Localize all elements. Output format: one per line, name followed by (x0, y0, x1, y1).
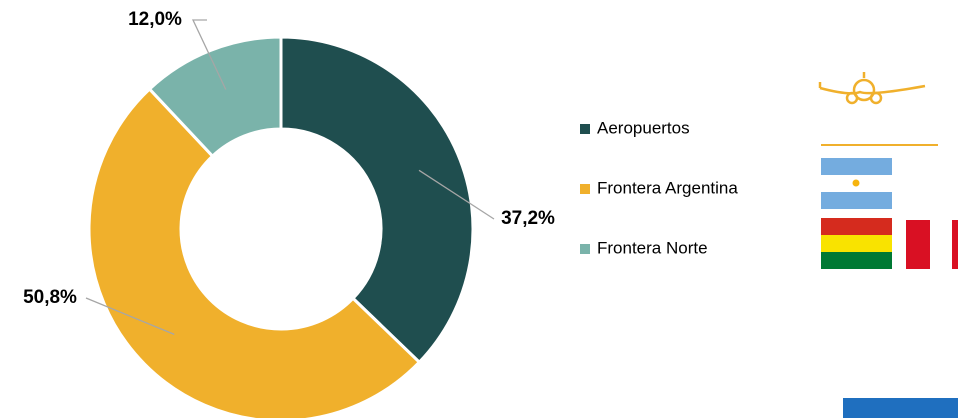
icons (818, 72, 958, 418)
legend-label: Frontera Norte (597, 238, 708, 257)
legend-swatch (580, 184, 590, 194)
plane-icon (818, 72, 926, 105)
data-label: 37,2% (501, 208, 555, 229)
data-label: 50,8% (23, 287, 77, 308)
flag-bolivia (821, 218, 892, 269)
flag-peru (906, 220, 958, 269)
leader-line (85, 297, 175, 335)
donut-slice (147, 35, 283, 159)
legend-label: Aeropuertos (597, 118, 690, 137)
donut-slice (87, 86, 422, 418)
legend-label: Frontera Argentina (597, 178, 738, 197)
data-label: 12,0% (128, 9, 182, 30)
donut-slice (279, 35, 475, 365)
flag-argentina (821, 158, 892, 209)
leader-line (191, 19, 227, 90)
legend-swatch (580, 124, 590, 134)
leader-line (418, 169, 495, 220)
legend-swatch (580, 244, 590, 254)
corner-block (843, 398, 958, 418)
